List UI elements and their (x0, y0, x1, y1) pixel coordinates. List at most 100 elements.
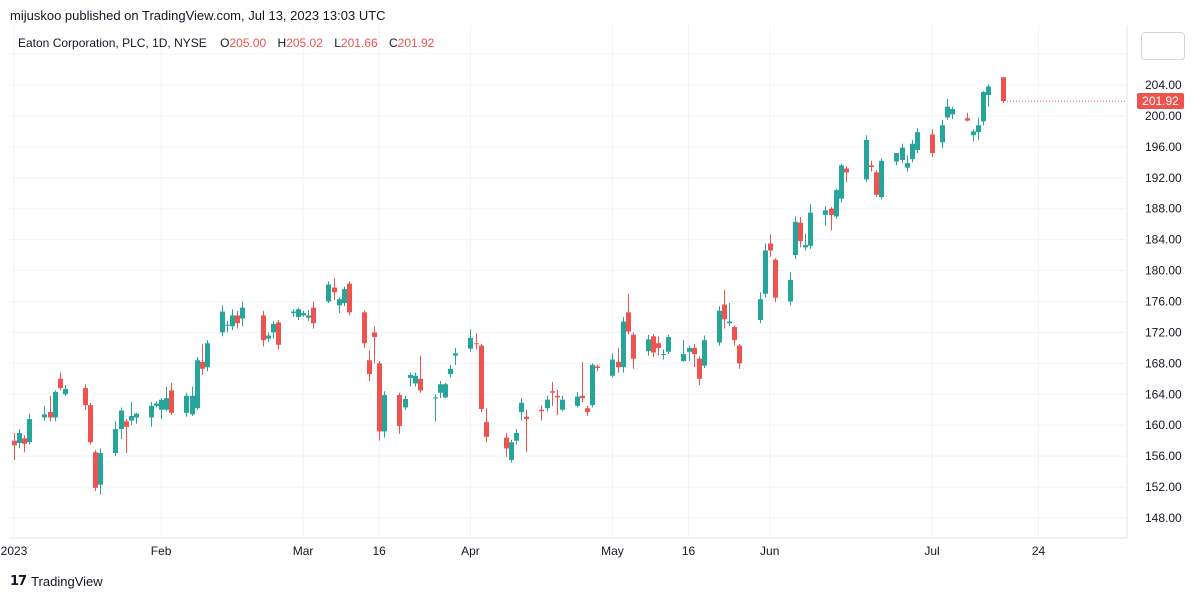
candle-body-up (296, 309, 301, 317)
price-tick-label: 152.00 (1145, 480, 1182, 494)
candle-body-down (869, 165, 874, 167)
candle-body-up (113, 429, 118, 454)
low-value: 201.66 (340, 36, 378, 50)
candle-body-up (149, 405, 154, 418)
candle-body-down (474, 343, 479, 345)
time-axis: 2023 Feb Mar 16 Apr May 16 Jun Jul 24 (1, 544, 1046, 558)
candle-body-down (626, 312, 631, 332)
candle-body-up (433, 397, 438, 399)
price-axis: 148.00 152.00 156.00 160.00 164.00 168.00 172.… (1145, 47, 1182, 525)
candle-body-up (940, 125, 945, 143)
candle-body-up (879, 160, 884, 198)
candle-body-up (17, 432, 22, 443)
candle-body-up (195, 360, 200, 409)
candle-body-up (758, 299, 763, 321)
candle-body-down (22, 438, 27, 444)
candles-group (12, 77, 1006, 495)
price-tick-label: 168.00 (1145, 356, 1182, 370)
candle-body-up (468, 337, 473, 349)
candle-body-down (722, 304, 727, 320)
candle-body-up (240, 307, 245, 319)
time-tick-label: May (601, 544, 624, 558)
candle-body-up (342, 289, 347, 304)
price-tick-label: 184.00 (1145, 233, 1182, 247)
price-tick-label: 176.00 (1145, 295, 1182, 309)
candle-body-up (910, 143, 915, 160)
candle-body-up (382, 395, 387, 432)
candle-body-down (347, 283, 352, 313)
candle-body-up (438, 384, 443, 393)
candle-body-up (823, 210, 828, 215)
candle-body-up (154, 403, 159, 406)
candle-body-up (129, 415, 134, 421)
candle-body-down (332, 287, 337, 293)
price-tick-label: 172.00 (1145, 325, 1182, 339)
candle-body-up (53, 391, 58, 418)
candle-body-down (372, 332, 377, 338)
price-tick-label: 148.00 (1145, 511, 1182, 525)
candle-body-down (631, 334, 636, 359)
candle-body-up (220, 311, 225, 333)
candle-body-down (656, 343, 661, 348)
candle-body-down (874, 172, 879, 195)
candle-body-up (337, 299, 342, 306)
candle-body-up (971, 131, 976, 136)
candle-body-up (291, 311, 296, 314)
candle-body-down (200, 361, 205, 369)
candle-body-up (98, 453, 103, 485)
candle-body-up (159, 399, 164, 410)
candle-body-down (397, 395, 402, 426)
close-value: 201.92 (397, 36, 435, 50)
candle-body-up (413, 375, 418, 384)
candle-body-down (362, 312, 367, 344)
open-label: O (220, 36, 230, 50)
candle-body-down (88, 405, 93, 443)
candle-body-up (119, 410, 124, 430)
candle-body-down (169, 390, 174, 413)
candle-body-up (190, 395, 195, 415)
candle-body-up (514, 432, 519, 441)
candle-body-up (225, 324, 230, 326)
candle-body-up (164, 398, 169, 410)
price-tick-label: 156.00 (1145, 449, 1182, 463)
candle-body-up (687, 347, 692, 352)
time-tick-label: Feb (151, 544, 172, 558)
candle-body-down (844, 168, 849, 173)
candle-body-up (839, 165, 844, 199)
candle-body-down (367, 360, 372, 375)
time-tick-label: Jun (760, 544, 779, 558)
tradingview-logo-icon: 17 (10, 574, 27, 589)
candle-body-down (235, 315, 240, 324)
price-tick-label: 204.00 (1145, 78, 1182, 92)
open-value: 205.00 (229, 36, 267, 50)
price-tick-label: 192.00 (1145, 171, 1182, 185)
last-price-tag: 201.92 (1137, 93, 1184, 109)
candle-body-down (124, 421, 129, 427)
candle-body-up (681, 354, 686, 362)
candle-body-down (83, 388, 88, 406)
candle-body-up (443, 384, 448, 398)
candle-body-up (509, 442, 514, 461)
candle-body-down (48, 412, 53, 418)
price-scale-button[interactable] (1141, 32, 1185, 60)
candle-body-up (803, 245, 808, 248)
candle-body-down (616, 361, 621, 368)
candle-body-down (829, 208, 834, 215)
candle-body-up (981, 91, 986, 122)
candle-body-down (524, 416, 529, 420)
candle-body-up (646, 339, 651, 351)
candle-body-up (301, 313, 306, 316)
candle-body-up (834, 190, 839, 217)
candle-body-down (798, 222, 803, 242)
publisher-line: mijuskoo published on TradingView.com, J… (10, 8, 386, 23)
time-tick-label: 16 (682, 544, 696, 558)
candle-body-down (58, 378, 63, 389)
candle-body-down (555, 395, 560, 398)
candle-body-down (1001, 77, 1006, 102)
candle-body-down (692, 347, 697, 355)
brand-name: TradingView (31, 574, 103, 589)
candle-body-up (793, 221, 798, 256)
tradingview-brand[interactable]: 17 TradingView (10, 574, 103, 589)
candle-body-down (504, 437, 509, 449)
